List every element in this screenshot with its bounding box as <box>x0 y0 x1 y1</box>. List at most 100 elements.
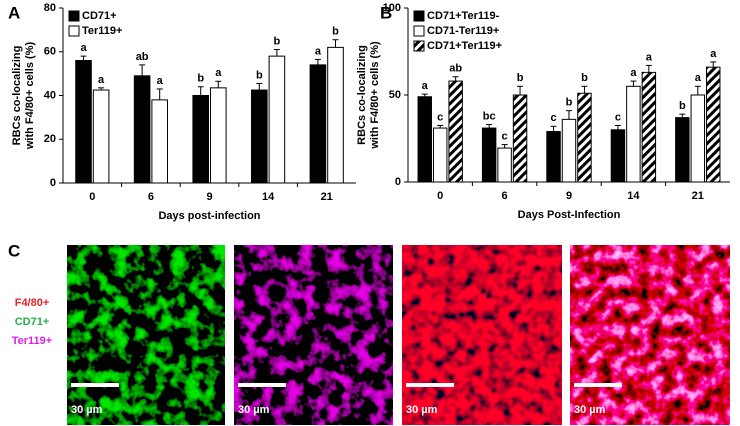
significance-letter: b <box>332 26 339 38</box>
channel-label: CD71+ <box>15 316 50 328</box>
bar <box>610 129 626 183</box>
legend-label: CD71-Ter119+ <box>427 25 499 37</box>
bar <box>706 66 721 183</box>
bar <box>561 118 577 183</box>
significance-letter: a <box>646 51 653 63</box>
x-tick-label: 9 <box>566 190 572 202</box>
significance-letter: a <box>695 72 702 84</box>
y-tick-label: 0 <box>395 176 401 188</box>
significance-letter: b <box>274 35 281 47</box>
significance-letter: a <box>630 67 637 79</box>
significance-letter: ab <box>136 51 149 63</box>
error-bar <box>645 64 652 73</box>
x-tick-label: 0 <box>89 191 95 203</box>
legend-swatch <box>68 25 80 37</box>
image-ter119 <box>234 245 393 425</box>
significance-letter: a <box>157 75 164 87</box>
bar <box>133 75 151 184</box>
image-merge <box>570 245 730 425</box>
y-tick-label: 20 <box>44 133 56 145</box>
x-tick-label: 14 <box>627 190 640 202</box>
bar <box>497 147 512 183</box>
error-bar <box>486 124 493 129</box>
bar <box>151 99 168 184</box>
significance-letter: bc <box>483 110 496 122</box>
error-bar <box>332 39 339 48</box>
error-bar <box>197 86 204 96</box>
x-tick-label: 6 <box>502 190 508 202</box>
image-f480 <box>402 245 562 425</box>
error-bar <box>215 80 222 88</box>
bar <box>641 71 657 183</box>
image-cd71 <box>67 245 225 425</box>
significance-letter: c <box>550 112 556 124</box>
y-axis-label: RBCs co-localizingwith F4/80+ cells (%) <box>356 41 381 150</box>
scale-bar-label: 30 µm <box>406 404 438 416</box>
legend-label: Ter119+ <box>82 25 122 37</box>
bar <box>327 46 344 184</box>
legend-label: CD71+Ter119+ <box>427 40 502 52</box>
y-tick-label: 80 <box>44 2 56 14</box>
scale-bar-label: 30 µm <box>574 404 606 416</box>
y-tick-label: 60 <box>44 46 56 58</box>
x-tick-label: 21 <box>321 191 333 203</box>
significance-letter: b <box>679 100 686 112</box>
bar <box>690 94 706 183</box>
panel-label: A <box>8 3 20 22</box>
significance-letter: a <box>315 45 322 57</box>
error-bar <box>256 82 263 91</box>
x-axis-label: Days Post-Infection <box>518 209 621 221</box>
bar <box>251 89 268 184</box>
error-bar <box>710 61 717 68</box>
error-bar <box>501 144 508 149</box>
bar <box>626 85 641 183</box>
bar <box>448 80 463 183</box>
y-tick-label: 100 <box>383 2 401 14</box>
x-axis-label: Days post-infection <box>158 210 260 222</box>
x-tick-label: 21 <box>692 190 704 202</box>
significance-letter: a <box>422 80 429 92</box>
bar <box>675 117 690 183</box>
error-bar <box>98 87 105 91</box>
significance-letter: ab <box>449 63 462 75</box>
bar <box>309 64 327 184</box>
x-tick-label: 14 <box>262 191 275 203</box>
y-label-line: with F4/80+ cells (%) <box>24 42 36 151</box>
bar <box>192 95 209 184</box>
y-axis-label: RBCs co-localizingwith F4/80+ cells (%) <box>11 42 36 151</box>
error-bar <box>273 49 280 57</box>
significance-letter: b <box>256 69 263 81</box>
bar <box>577 92 592 183</box>
error-bar <box>566 110 572 120</box>
error-bar <box>421 93 428 97</box>
x-tick-label: 9 <box>206 191 212 203</box>
error-bar <box>581 85 588 94</box>
bar <box>481 127 497 183</box>
y-label-line: with F4/80+ cells (%) <box>369 41 381 150</box>
bar <box>546 131 561 183</box>
x-tick-label: 0 <box>437 190 443 202</box>
legend-swatch <box>68 10 80 22</box>
error-bar <box>679 113 686 118</box>
bar <box>417 96 432 183</box>
error-bar <box>614 124 621 130</box>
significance-letter: b <box>197 73 204 85</box>
y-label-line: RBCs co-localizing <box>356 45 368 145</box>
error-bar <box>694 85 701 95</box>
significance-letter: a <box>215 67 222 79</box>
bar <box>432 127 448 183</box>
error-bar <box>156 88 163 100</box>
micrographs <box>67 245 730 425</box>
y-tick-label: 50 <box>389 89 401 101</box>
error-bar <box>139 64 146 76</box>
x-tick-label: 6 <box>148 191 154 203</box>
significance-letter: c <box>502 130 508 142</box>
y-tick-label: 40 <box>44 89 56 101</box>
panel-label: B <box>380 3 392 22</box>
bar <box>268 55 286 184</box>
legend-swatch <box>413 25 425 37</box>
legend-label: CD71+ <box>82 10 117 22</box>
error-bar <box>80 55 87 61</box>
significance-letter: a <box>80 42 87 54</box>
